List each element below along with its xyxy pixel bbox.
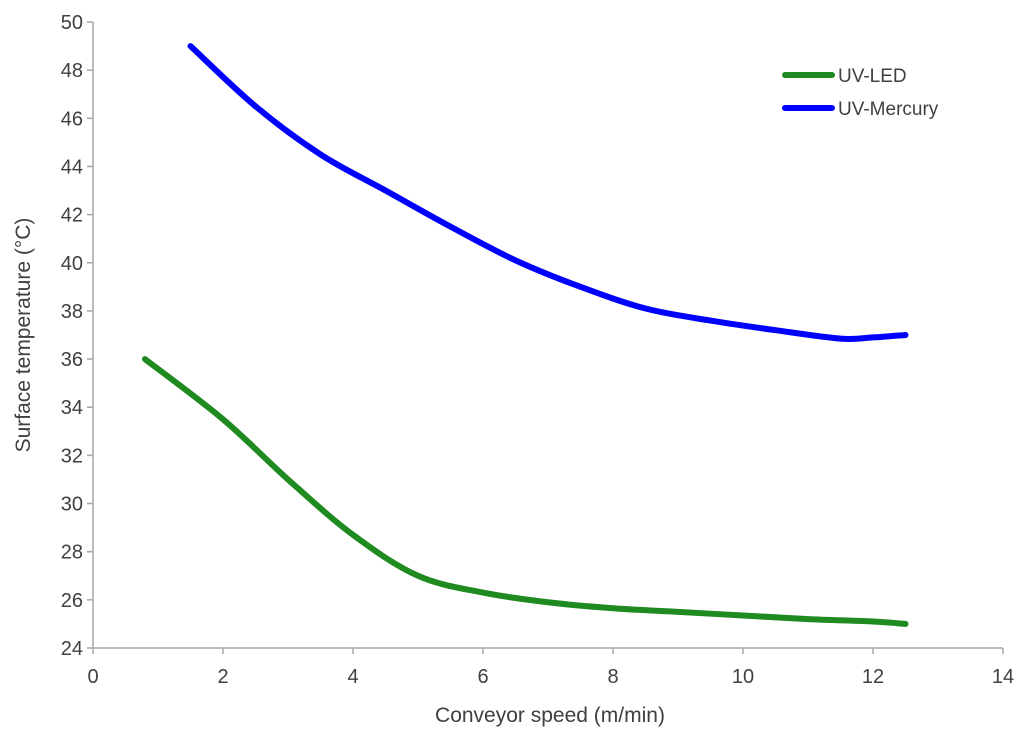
x-tick-label: 2	[217, 666, 228, 688]
x-tick-label: 0	[87, 666, 98, 688]
series-line-uv-mercury	[187, 43, 909, 343]
x-tick-label: 6	[477, 666, 488, 688]
y-tick-label: 42	[61, 205, 83, 227]
x-tick-label: 10	[732, 666, 754, 688]
axes	[87, 21, 1004, 654]
x-axis-title: Conveyor speed (m/min)	[435, 704, 665, 727]
x-tick-label: 14	[992, 666, 1014, 688]
y-tick-label: 30	[61, 494, 83, 516]
x-tick-label: 8	[607, 666, 618, 688]
y-axis-title: Surface temperature (°C)	[12, 218, 35, 453]
y-tick-label: 28	[61, 542, 83, 564]
y-tick-label: 34	[61, 397, 83, 419]
y-tick-label: 48	[61, 60, 83, 82]
legend: UV-LED UV-Mercury	[782, 66, 939, 120]
y-tick-label: 50	[61, 12, 83, 34]
y-tick-label: 44	[61, 156, 83, 178]
y-tick-label: 38	[61, 301, 83, 323]
y-tick-label: 24	[61, 638, 83, 660]
x-tick-label: 4	[347, 666, 358, 688]
legend-label-uv-mercury: UV-Mercury	[838, 99, 939, 120]
y-tick-label: 40	[61, 253, 83, 275]
legend-label-uv-led: UV-LED	[838, 66, 907, 87]
y-tick-label: 36	[61, 349, 83, 371]
x-tick-label: 12	[862, 666, 884, 688]
series-lines	[142, 43, 909, 627]
series-line-uv-led	[142, 356, 909, 627]
y-tick-label: 32	[61, 445, 83, 467]
y-tick-label: 46	[61, 108, 83, 130]
y-tick-label: 26	[61, 590, 83, 612]
